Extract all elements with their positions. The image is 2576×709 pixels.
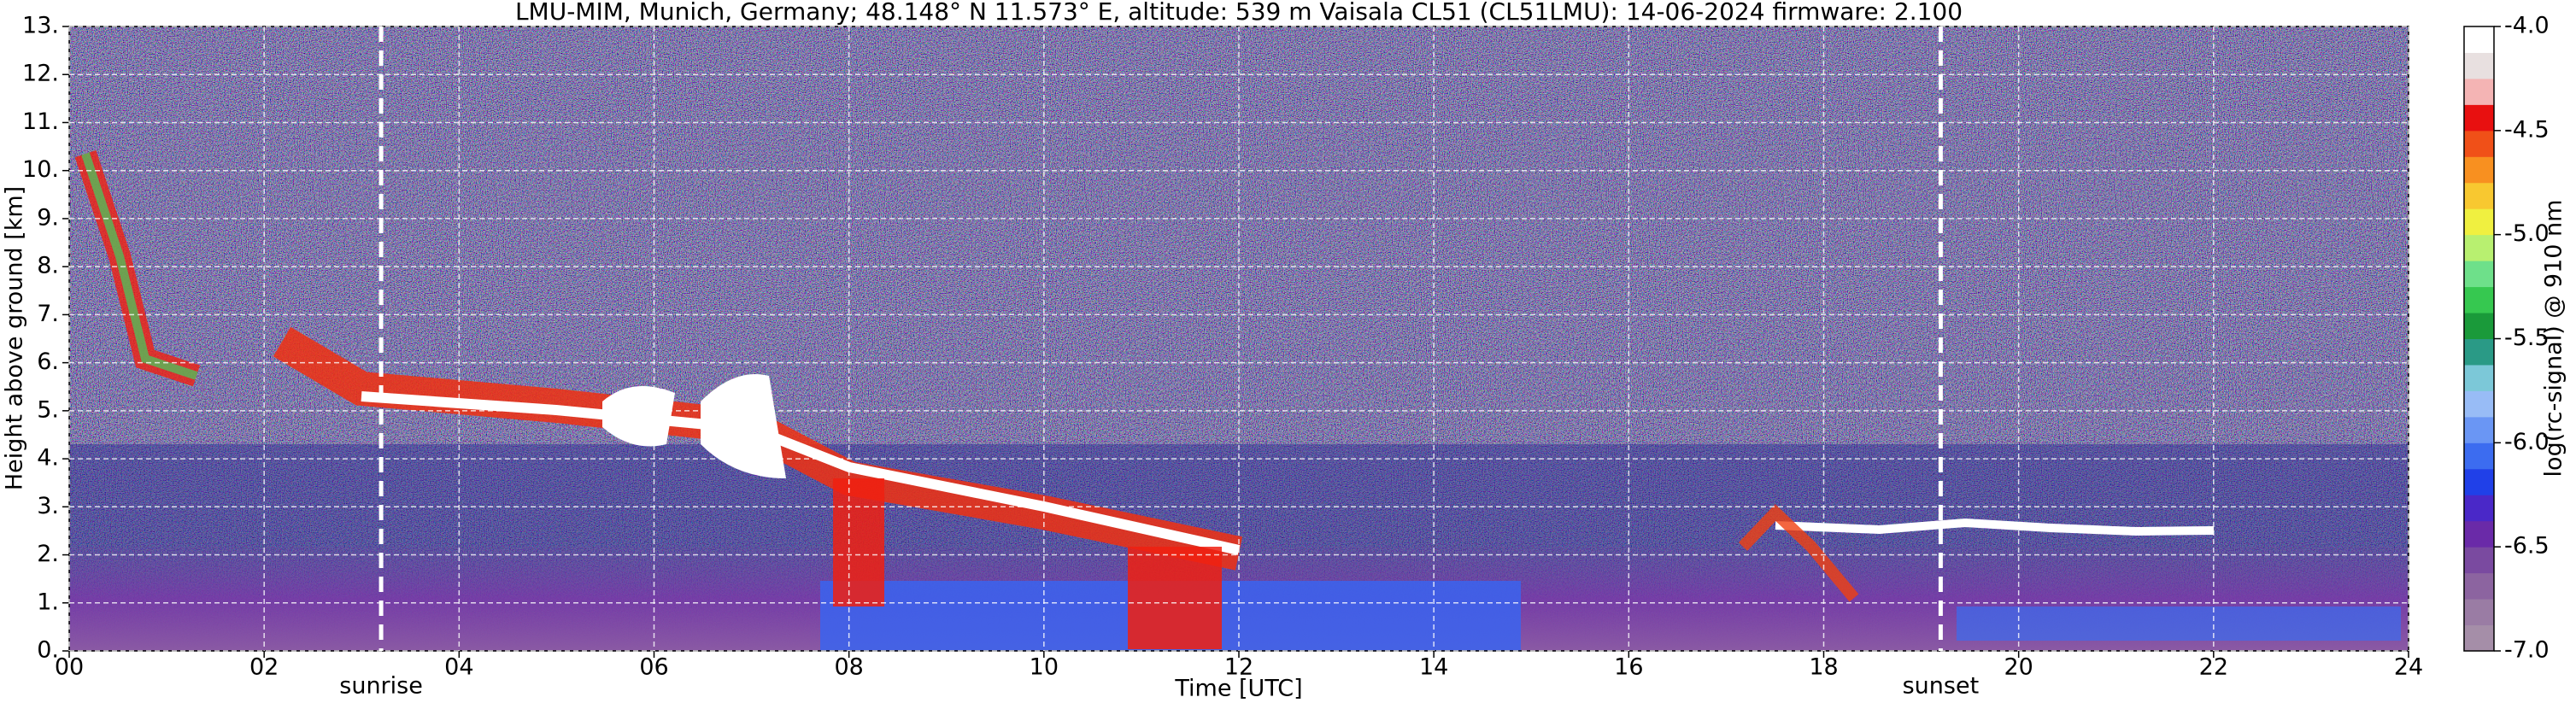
x-tick-label: 12	[1224, 654, 1253, 681]
colorbar-band	[2464, 156, 2494, 184]
colorbar-band	[2464, 520, 2494, 548]
y-tick-label: 9.	[37, 204, 59, 231]
x-axis-label: Time [UTC]	[1174, 676, 1302, 702]
y-tick-label: 13.	[22, 13, 59, 39]
colorbar-band	[2464, 468, 2494, 495]
x-tick-label: 06	[639, 654, 668, 681]
colorbar-band	[2464, 261, 2494, 288]
y-tick-label: 3.	[37, 493, 59, 519]
colorbar-band	[2464, 442, 2494, 470]
y-tick-label: 6.	[37, 349, 59, 375]
x-tick-label: 22	[2199, 654, 2228, 681]
y-tick-label: 7.	[37, 301, 59, 327]
colorbar-tick-label: -4.0	[2504, 13, 2550, 39]
colorbar-band	[2464, 104, 2494, 132]
x-tick-label: 08	[834, 654, 863, 681]
colorbar-band	[2464, 26, 2494, 53]
x-tick-label: 18	[1809, 654, 1838, 681]
x-tick-label: 16	[1614, 654, 1643, 681]
annotation-label: sunset	[1903, 673, 1980, 700]
colorbar-band	[2464, 624, 2494, 652]
y-tick-label: 2.	[37, 541, 59, 567]
colorbar-band	[2464, 572, 2494, 600]
colorbar-band	[2464, 130, 2494, 157]
annotation-label: sunrise	[339, 673, 423, 700]
colorbar-band	[2464, 547, 2494, 574]
colorbar-band	[2464, 52, 2494, 79]
colorbar-band	[2464, 416, 2494, 443]
x-tick-label: 24	[2394, 654, 2423, 681]
y-tick-label: 8.	[37, 253, 59, 279]
x-tick-label: 00	[55, 654, 84, 681]
colorbar-band	[2464, 338, 2494, 366]
colorbar-tick-label: -4.5	[2504, 116, 2550, 143]
colorbar-band	[2464, 78, 2494, 105]
colorbar-band	[2464, 390, 2494, 418]
colorbar-band	[2464, 182, 2494, 209]
colorbar-tick-label: -6.0	[2504, 429, 2550, 455]
y-tick-label: 12.	[22, 61, 59, 87]
colorbar-tick-label: -5.5	[2504, 325, 2550, 351]
y-tick-label: 0.	[37, 637, 59, 664]
y-tick-label: 10.	[22, 156, 59, 183]
y-tick-label: 5.	[37, 396, 59, 423]
colorbar-band	[2464, 495, 2494, 522]
colorbar-tick-label: -7.0	[2504, 637, 2550, 664]
colorbar-label: log(rc-signal) @ 910 nm	[2541, 200, 2567, 478]
colorbar-band	[2464, 313, 2494, 339]
colorbar-tick-label: -5.0	[2504, 220, 2550, 247]
y-tick-label: 4.	[37, 445, 59, 472]
x-tick-label: 14	[1419, 654, 1448, 681]
chart-title: LMU-MIM, Munich, Germany; 48.148° N 11.5…	[515, 0, 1963, 26]
y-tick-label: 1.	[37, 589, 59, 615]
colorbar-band	[2464, 208, 2494, 236]
y-tick-label: 11.	[22, 108, 59, 135]
colorbar-tick-label: -6.5	[2504, 533, 2550, 560]
colorbar-band	[2464, 286, 2494, 313]
colorbar-band	[2464, 234, 2494, 261]
colorbar-band	[2464, 364, 2494, 391]
x-tick-label: 04	[444, 654, 473, 681]
x-tick-label: 10	[1030, 654, 1059, 681]
y-axis-label: Height above ground [km]	[2, 186, 28, 490]
colorbar-band	[2464, 599, 2494, 626]
x-tick-label: 20	[2004, 654, 2033, 681]
x-tick-label: 02	[249, 654, 279, 681]
